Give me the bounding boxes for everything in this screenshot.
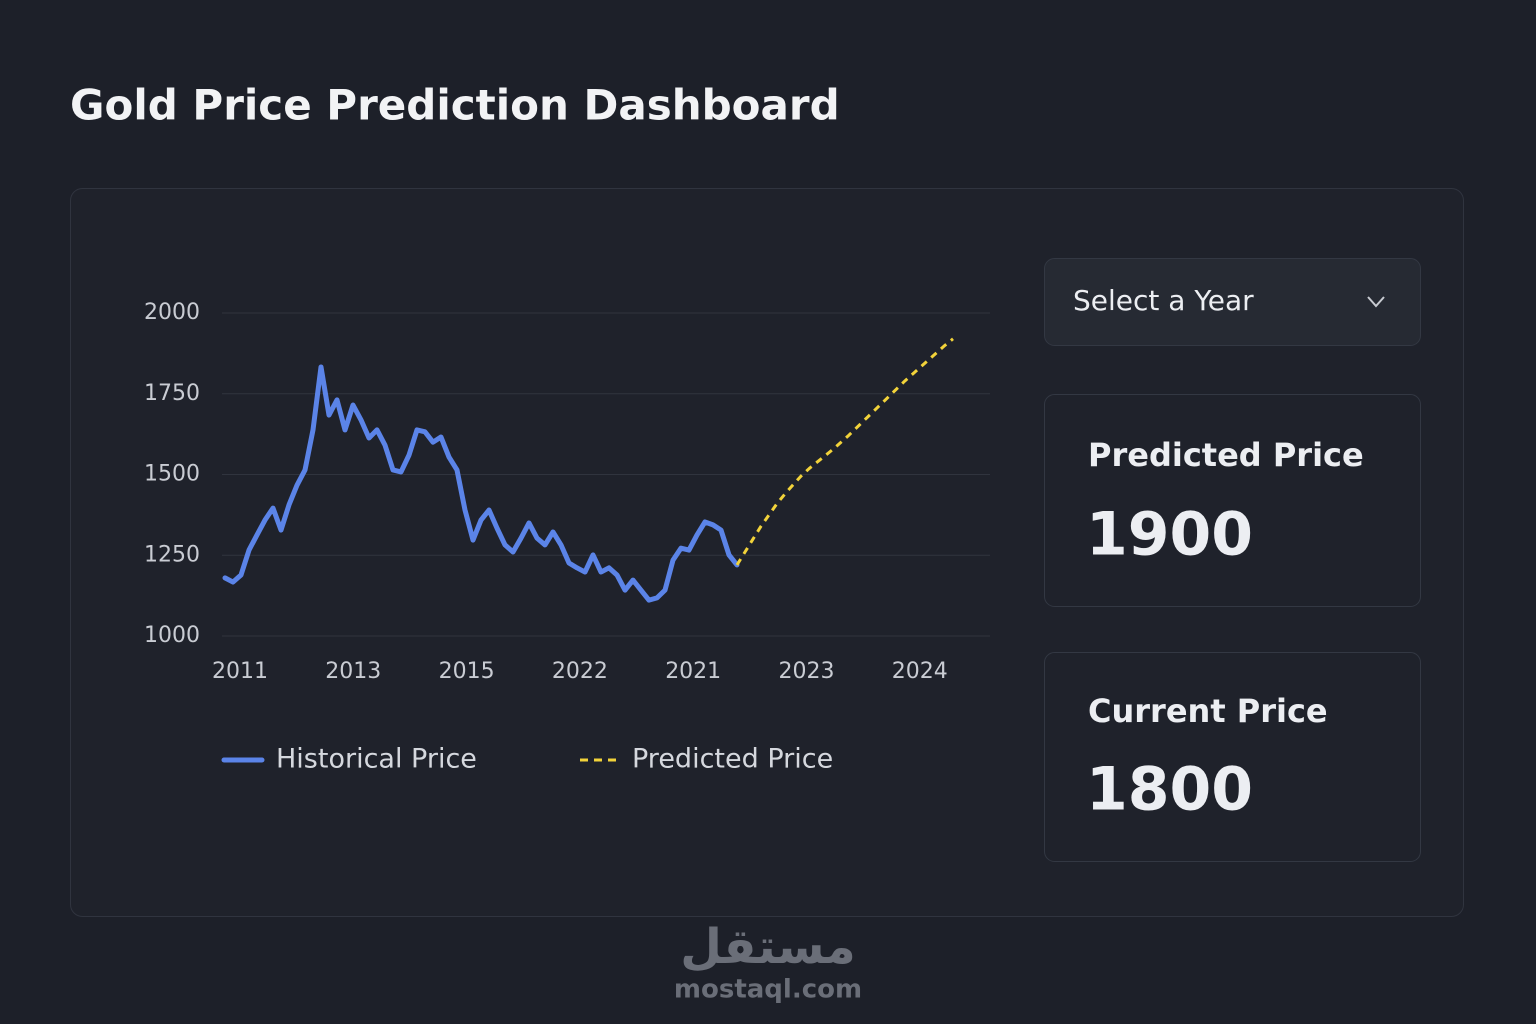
x-tick-label: 2013: [325, 659, 381, 684]
card-label: Predicted Price: [1088, 436, 1364, 474]
x-tick-label: 2023: [779, 659, 835, 684]
y-tick-label: 1750: [144, 381, 200, 406]
card-value: 1900: [1086, 500, 1253, 570]
select-box[interactable]: [1044, 258, 1421, 346]
card-label: Current Price: [1088, 692, 1328, 730]
x-tick-label: 2022: [552, 659, 608, 684]
legend-label: Historical Price: [276, 744, 477, 775]
y-tick-label: 1500: [144, 462, 200, 487]
x-tick-label: 2021: [665, 659, 721, 684]
series-line: [222, 364, 740, 603]
x-tick-label: 2015: [439, 659, 495, 684]
x-tick-label: 2024: [892, 659, 948, 684]
card-value: 1800: [1086, 755, 1253, 825]
legend-label: Predicted Price: [632, 744, 833, 775]
series-line: [735, 337, 954, 566]
card: [1044, 652, 1421, 862]
y-tick-label: 2000: [144, 300, 200, 325]
y-tick-label: 1250: [144, 542, 200, 567]
card: [1044, 394, 1421, 607]
watermark-arabic: مستقل: [680, 919, 856, 975]
watermark-latin: mostaql.com: [674, 975, 862, 1005]
page-title: Gold Price Prediction Dashboard: [70, 81, 840, 130]
x-tick-label: 2011: [212, 659, 268, 684]
select-label[interactable]: Select a Year: [1073, 284, 1254, 317]
chevron[interactable]: [1367, 296, 1385, 308]
y-tick-label: 1000: [144, 623, 200, 648]
year-select[interactable]: Select a Year: [1044, 258, 1421, 346]
